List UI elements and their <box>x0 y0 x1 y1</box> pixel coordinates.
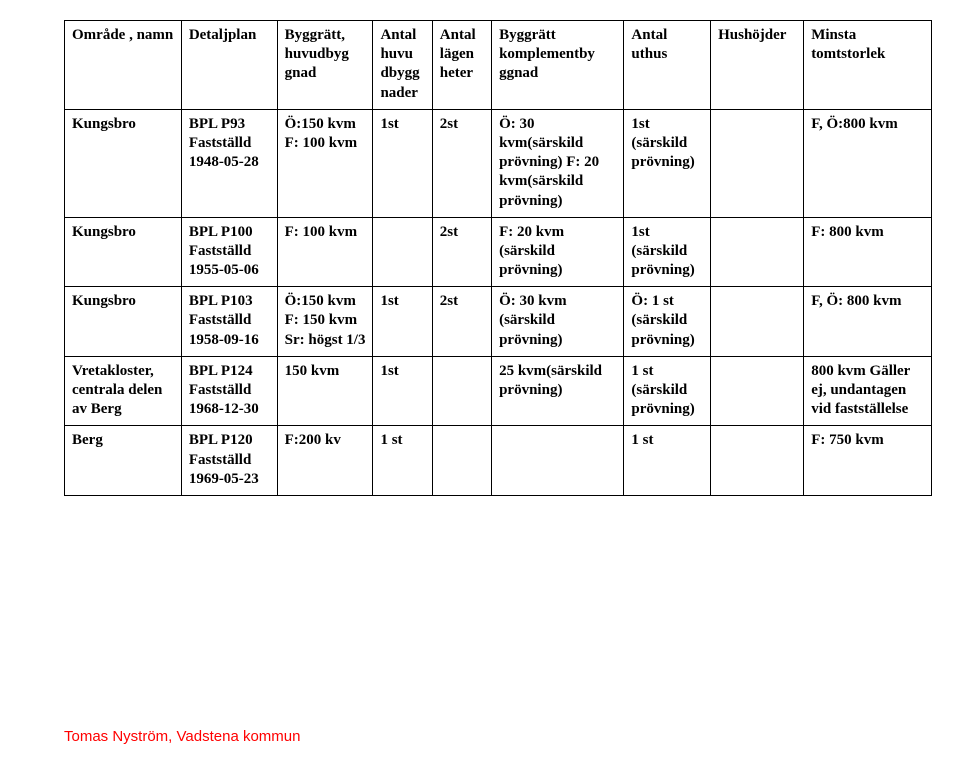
table-cell <box>711 287 804 357</box>
table-cell <box>711 356 804 426</box>
col-header: Minsta tomtstorlek <box>804 21 932 110</box>
table-cell: F, Ö:800 kvm <box>804 109 932 217</box>
table-cell: 2st <box>432 217 491 287</box>
table-cell: Ö:150 kvm F: 150 kvm Sr: högst 1/3 <box>277 287 373 357</box>
table-cell: Kungsbro <box>65 287 182 357</box>
data-table: Område , namn Detaljplan Byggrätt, huvud… <box>64 20 932 496</box>
footer-text: Tomas Nyström, Vadstena kommun <box>64 728 300 745</box>
table-cell: Berg <box>65 426 182 496</box>
table-cell: F: 800 kvm <box>804 217 932 287</box>
table-cell: F, Ö: 800 kvm <box>804 287 932 357</box>
col-header: Antal huvu dbygg nader <box>373 21 432 110</box>
table-row: KungsbroBPL P100 Fastställd 1955-05-06F:… <box>65 217 932 287</box>
table-cell <box>711 109 804 217</box>
table-row: BergBPL P120 Fastställd 1969-05-23F:200 … <box>65 426 932 496</box>
table-cell: Vretakloster, centrala delen av Berg <box>65 356 182 426</box>
table-cell: Ö: 30 kvm (särskild prövning) <box>492 287 624 357</box>
table-cell: 1 st (särskild prövning) <box>624 356 711 426</box>
col-header: Antal lägen heter <box>432 21 491 110</box>
table-cell: BPL P103 Fastställd 1958-09-16 <box>181 287 277 357</box>
table-cell <box>432 356 491 426</box>
table-cell: F: 750 kvm <box>804 426 932 496</box>
table-cell: BPL P100 Fastställd 1955-05-06 <box>181 217 277 287</box>
col-header: Område , namn <box>65 21 182 110</box>
table-cell: 1st (särskild prövning) <box>624 217 711 287</box>
table-row: KungsbroBPL P103 Fastställd 1958-09-16Ö:… <box>65 287 932 357</box>
table-cell: 1 st <box>624 426 711 496</box>
table-body: KungsbroBPL P93 Fastställd 1948-05-28Ö:1… <box>65 109 932 495</box>
table-row: KungsbroBPL P93 Fastställd 1948-05-28Ö:1… <box>65 109 932 217</box>
table-cell: BPL P124 Fastställd 1968-12-30 <box>181 356 277 426</box>
table-cell: Ö:150 kvm F: 100 kvm <box>277 109 373 217</box>
table-cell: F: 20 kvm (särskild prövning) <box>492 217 624 287</box>
table-cell: 1 st <box>373 426 432 496</box>
table-cell: Ö: 1 st (särskild prövning) <box>624 287 711 357</box>
table-cell: 2st <box>432 287 491 357</box>
col-header: Antal uthus <box>624 21 711 110</box>
table-header-row: Område , namn Detaljplan Byggrätt, huvud… <box>65 21 932 110</box>
page: Område , namn Detaljplan Byggrätt, huvud… <box>0 0 960 767</box>
table-cell <box>492 426 624 496</box>
table-cell <box>432 426 491 496</box>
table-cell <box>711 217 804 287</box>
table-cell: F: 100 kvm <box>277 217 373 287</box>
col-header: Byggrätt komplementby ggnad <box>492 21 624 110</box>
table-cell: BPL P120 Fastställd 1969-05-23 <box>181 426 277 496</box>
col-header: Hushöjder <box>711 21 804 110</box>
table-cell: 25 kvm(särskild prövning) <box>492 356 624 426</box>
table-cell <box>373 217 432 287</box>
table-cell: Kungsbro <box>65 217 182 287</box>
table-cell: 1st <box>373 356 432 426</box>
table-cell: 1st (särskild prövning) <box>624 109 711 217</box>
table-cell: 150 kvm <box>277 356 373 426</box>
table-row: Vretakloster, centrala delen av BergBPL … <box>65 356 932 426</box>
table-cell: 1st <box>373 287 432 357</box>
col-header: Byggrätt, huvudbyg gnad <box>277 21 373 110</box>
table-cell: BPL P93 Fastställd 1948-05-28 <box>181 109 277 217</box>
table-cell: F:200 kv <box>277 426 373 496</box>
table-cell: 800 kvm Gäller ej, undantagen vid fastst… <box>804 356 932 426</box>
table-cell: Kungsbro <box>65 109 182 217</box>
table-cell: Ö: 30 kvm(särskild prövning) F: 20 kvm(s… <box>492 109 624 217</box>
table-cell: 1st <box>373 109 432 217</box>
col-header: Detaljplan <box>181 21 277 110</box>
table-cell <box>711 426 804 496</box>
table-cell: 2st <box>432 109 491 217</box>
